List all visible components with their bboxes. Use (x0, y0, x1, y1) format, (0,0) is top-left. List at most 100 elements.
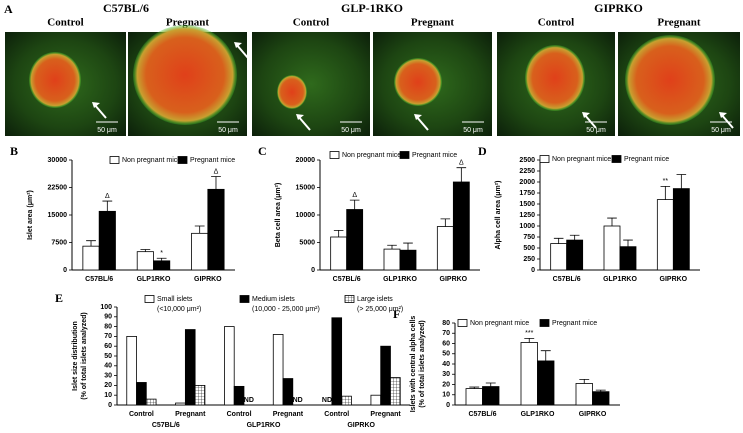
error-bar (156, 257, 167, 261)
islet (394, 58, 442, 106)
x-tick-label: Pregnant (273, 411, 304, 418)
x-tick-label: GIPRKO (194, 276, 222, 283)
bar (656, 199, 674, 271)
y-tick-label: 1500 (519, 201, 535, 208)
y-tick-label: 1750 (519, 190, 535, 197)
legend-label: Large islets (357, 296, 393, 303)
x-tick-label: GLP1RKO (137, 276, 171, 283)
error-bar (194, 225, 205, 234)
x-tick-label: C57BL/6 (85, 276, 113, 283)
panel-label: A (4, 2, 13, 16)
y-tick-label: 60 (442, 340, 450, 347)
condition-label: Pregnant (411, 17, 455, 29)
y-tick-label: 0 (63, 267, 67, 274)
bar (566, 239, 584, 271)
bar (233, 385, 245, 406)
significance: * (160, 250, 163, 257)
significance: Δ (214, 168, 219, 175)
group-label: C57BL/6 (152, 422, 180, 429)
strain-label: C57BL/6 (103, 1, 149, 15)
arrow-head (719, 112, 727, 118)
value-label: ND (293, 397, 303, 404)
y-tick-label: 2250 (519, 168, 535, 175)
bar (370, 394, 382, 406)
bar (592, 391, 610, 406)
error-bar (540, 350, 551, 361)
legend-label: Pregnant mice (190, 157, 235, 164)
value-label: ND (322, 397, 332, 404)
scale-bar-label: 50 μm (341, 127, 361, 134)
bar (184, 329, 196, 406)
islet (525, 45, 585, 111)
error-bar (524, 337, 535, 343)
y-tick-label: 1250 (519, 212, 535, 219)
y-tick-label: 1000 (519, 223, 535, 230)
arrow-head (414, 114, 422, 120)
significance: Δ (105, 193, 110, 200)
y-tick-label: 22500 (48, 184, 68, 191)
panel-label: E (55, 291, 63, 305)
bar (98, 210, 116, 271)
arrow (583, 113, 597, 129)
y-tick-label: 0 (311, 267, 315, 274)
error-bar (140, 249, 151, 252)
bar (82, 245, 100, 271)
error-bar (211, 176, 221, 190)
legend-swatch (539, 319, 550, 327)
legend-label: Pregnant mice (624, 156, 669, 163)
group-label: GIPRKO (347, 422, 375, 429)
y-tick-label: 50 (442, 351, 450, 358)
error-bar (553, 237, 564, 244)
bar (330, 236, 348, 271)
significance: Δ (459, 160, 464, 167)
x-tick-label: Pregnant (370, 411, 401, 418)
arrow (297, 115, 311, 131)
y-tick-label: 10 (442, 392, 450, 399)
error-bar (86, 240, 96, 247)
bar (399, 249, 417, 271)
bar (537, 360, 555, 406)
y-tick-label: 80 (104, 323, 112, 330)
y-tick-label: 30000 (48, 157, 68, 164)
legend-swatch (399, 151, 410, 159)
x-tick-label: GIPRKO (579, 411, 607, 418)
y-tick-label: 70 (442, 330, 450, 337)
x-tick-label: GLP1RKO (383, 276, 417, 283)
error-bar (333, 230, 344, 237)
legend-label: Non pregnant mice (342, 152, 401, 159)
y-tick-label: 15000 (296, 184, 316, 191)
y-tick-label: 30 (104, 372, 112, 379)
bar (520, 342, 538, 406)
y-tick-label: 30 (442, 371, 450, 378)
bar (194, 384, 206, 406)
condition-label: Control (538, 17, 574, 29)
y-tick-label: 20 (442, 381, 450, 388)
islet (277, 75, 307, 109)
arrow (415, 115, 429, 131)
bar (383, 248, 401, 271)
y-tick-label: 0 (108, 402, 112, 409)
panel-label: D (478, 144, 487, 158)
y-tick-label: 50 (104, 353, 112, 360)
error-bar (456, 167, 467, 182)
legend-label: Pregnant mice (552, 320, 597, 327)
x-tick-label: C57BL/6 (333, 276, 361, 283)
islet (133, 25, 237, 125)
bar (346, 209, 364, 271)
y-tick-label: 15000 (48, 212, 68, 219)
y-axis-label: Islet size distribution (72, 321, 79, 391)
error-bar (676, 174, 687, 189)
scale-bar-label: 50 μm (711, 127, 731, 134)
legend-swatch (329, 151, 340, 159)
legend-note: (<10,000 μm²) (157, 306, 201, 313)
legend-swatch (239, 295, 250, 303)
legend-label: Pregnant mice (412, 152, 457, 159)
error-bar (469, 386, 480, 389)
condition-label: Control (293, 17, 329, 29)
significance: *** (525, 330, 533, 337)
scale-bar-label: 50 μm (463, 127, 483, 134)
x-tick-label: GIPRKO (660, 276, 688, 283)
bar (482, 386, 500, 406)
legend-label: Non pregnant mice (552, 156, 611, 163)
y-tick-label: 40 (104, 363, 112, 370)
